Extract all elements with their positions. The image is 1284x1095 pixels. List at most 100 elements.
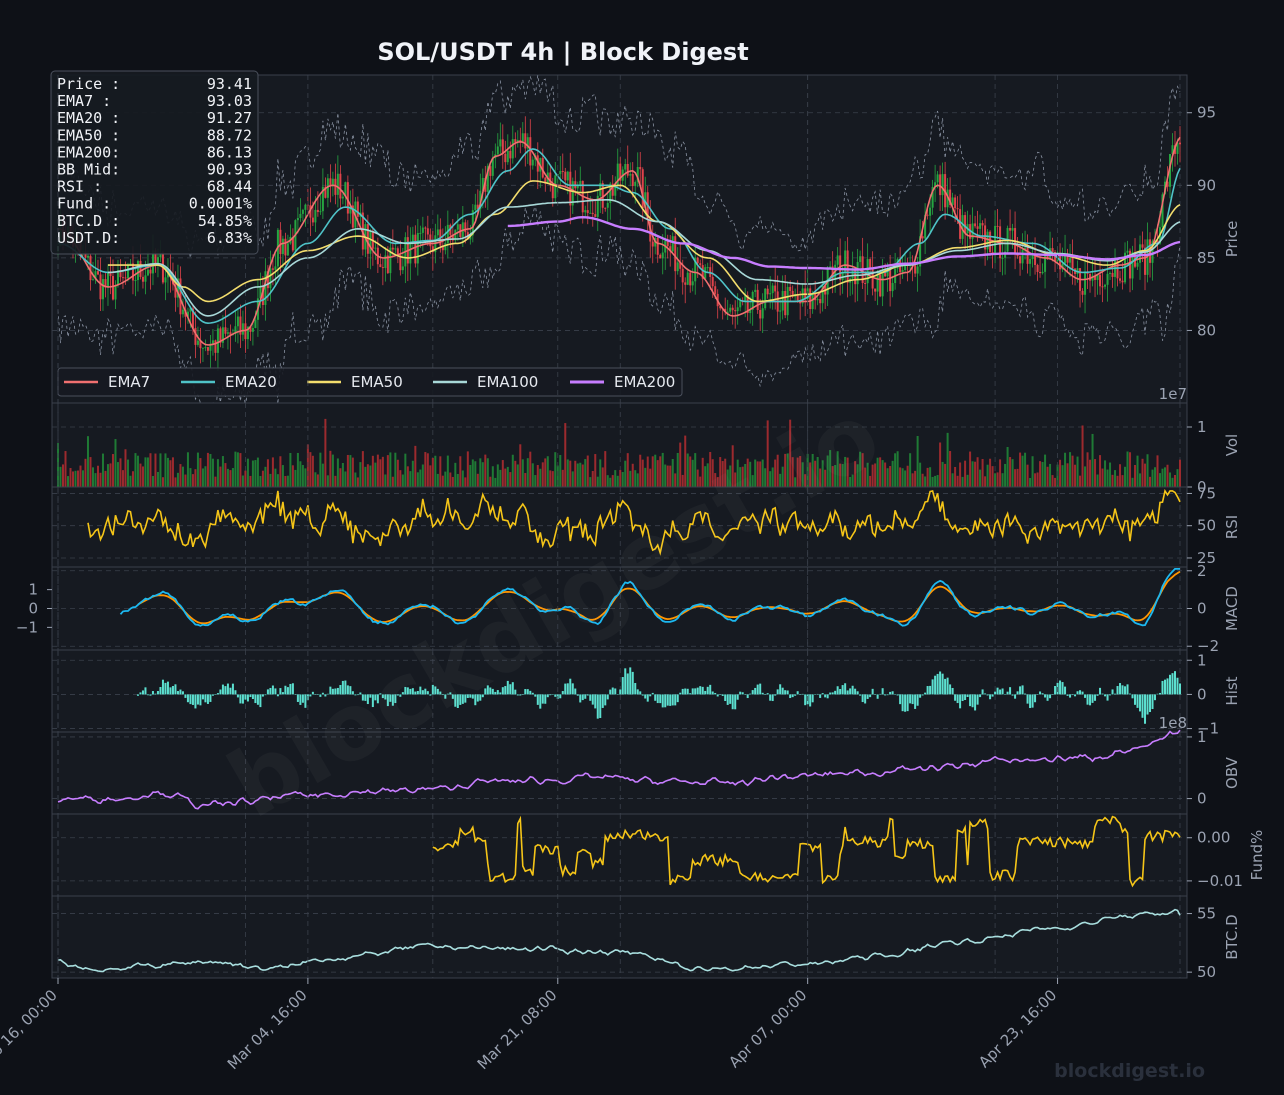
macd-hist-bar — [1046, 694, 1049, 701]
macd-hist-bar — [439, 691, 442, 695]
macd-hist-bar — [954, 694, 957, 701]
volume-bar — [674, 473, 677, 487]
macd-hist-bar — [856, 691, 859, 695]
candle-body — [1036, 264, 1039, 272]
volume-bar — [1046, 466, 1049, 487]
volume-bar — [799, 456, 802, 487]
macd-hist-bar — [236, 694, 239, 698]
volume-bar — [326, 475, 329, 487]
volume-bar — [654, 454, 657, 487]
candle-body — [979, 223, 982, 229]
candle-body — [186, 311, 189, 317]
candle-body — [344, 182, 347, 197]
volume-bar — [621, 472, 624, 487]
macd-hist-bar — [516, 694, 519, 696]
macd-hist-bar — [354, 694, 357, 696]
volume-bar — [951, 473, 954, 487]
macd-hist-bar — [836, 686, 839, 695]
volume-bar — [159, 453, 162, 487]
macd-hist-bar — [1164, 679, 1167, 695]
candle-body — [949, 189, 952, 205]
macd-hist-bar — [394, 694, 397, 704]
macd-hist-bar — [554, 694, 557, 697]
rsi-ytick-label: 25 — [1197, 549, 1216, 567]
volume-bar — [299, 461, 302, 487]
macd-hist-bar — [1019, 686, 1022, 695]
candle-body — [1121, 280, 1124, 283]
volume-bar — [581, 464, 584, 487]
volume-bar — [206, 452, 209, 487]
volume-bar — [551, 471, 554, 487]
volume-bar — [829, 450, 832, 487]
volume-bar — [731, 445, 734, 487]
volume-bar — [89, 457, 92, 487]
price-ytick-label: 90 — [1197, 176, 1216, 194]
volume-bar — [351, 457, 354, 487]
volume-bar — [401, 474, 404, 487]
candle-body — [1084, 271, 1087, 295]
panel-funding: −0.01 0.00 Fund% — [51, 813, 1266, 897]
macd-hist-bar — [526, 689, 529, 695]
macd-hist-bar — [704, 690, 707, 695]
macd-hist-bar — [216, 693, 219, 695]
volume-bar — [296, 452, 299, 487]
macd-hist-bar — [371, 694, 374, 708]
macd-hist-bar — [776, 689, 779, 695]
macd-hist-bar — [816, 693, 819, 695]
macd-hist-bar — [869, 694, 872, 698]
volume-bar — [1089, 459, 1092, 487]
volume-bar — [221, 456, 224, 487]
candle-body — [596, 195, 599, 217]
candle-body — [606, 202, 609, 208]
volume-bar — [101, 453, 104, 487]
macd-hist-bar — [546, 694, 549, 698]
macd-hist-bar — [969, 694, 972, 707]
volume-bar — [606, 475, 609, 487]
candle-body — [536, 155, 539, 172]
volume-bar — [99, 472, 102, 487]
macd-hist-bar — [716, 694, 719, 697]
candle-body — [1106, 273, 1109, 285]
volume-bar — [329, 450, 332, 487]
volume-bar — [424, 452, 427, 487]
macd-hist-bar — [661, 694, 664, 708]
candle-body — [559, 170, 562, 175]
btcd-line — [57, 908, 1181, 973]
macd-hist-bar — [861, 694, 864, 703]
candle-body — [229, 332, 232, 335]
macd-hist-bar — [1109, 694, 1112, 696]
volume-bar — [421, 464, 424, 487]
macd-hist-bar — [584, 694, 587, 699]
macd-hist-bar — [979, 694, 982, 698]
volume-bar — [1026, 464, 1029, 487]
macd-hist-bar — [341, 680, 344, 695]
macd-ylabel: MACD — [1223, 586, 1241, 631]
candle-body — [1094, 275, 1097, 280]
info-value: 90.93 — [207, 161, 252, 179]
candle-body — [509, 150, 512, 159]
volume-bar — [301, 465, 304, 487]
volume-bar — [1101, 468, 1104, 487]
macd-hist-bar — [454, 694, 457, 707]
volume-bar — [694, 453, 697, 487]
macd-hist-bar — [709, 684, 712, 695]
macd-hist-bar — [891, 691, 894, 695]
volume-bar — [504, 468, 507, 487]
volume-bar — [531, 463, 534, 487]
macd-hist-bar — [629, 667, 632, 695]
macd-hist-bar — [884, 694, 887, 696]
candle-body — [209, 343, 212, 351]
macd-hist-bar — [894, 694, 897, 695]
volume-bar — [899, 467, 902, 487]
volume-bar — [1176, 469, 1179, 487]
candle-body — [1066, 253, 1069, 263]
volume-bar — [559, 454, 562, 487]
volume-bar — [909, 453, 912, 487]
candle-body — [659, 254, 662, 259]
volume-bar — [316, 474, 319, 487]
volume-bar — [346, 454, 349, 487]
candle-body — [754, 289, 757, 292]
candle-body — [566, 171, 569, 181]
macd-hist-bar — [1116, 686, 1119, 695]
